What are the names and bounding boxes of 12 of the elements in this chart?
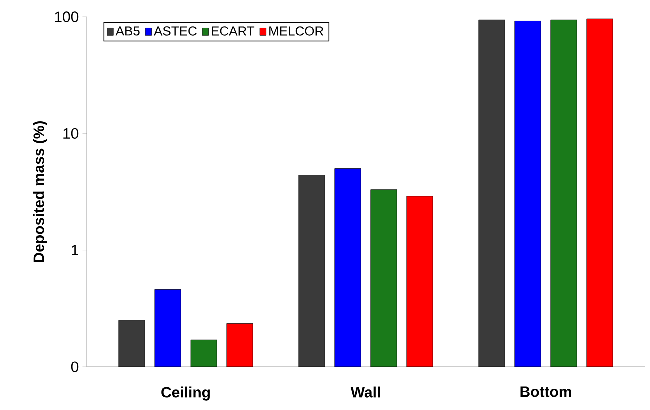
y-tick-label: 1 bbox=[72, 245, 78, 256]
y-tick-label: 100 bbox=[55, 12, 79, 22]
x-tick-label: Ceiling bbox=[162, 386, 210, 401]
legend-label: AB5 bbox=[116, 26, 140, 36]
y-tick-label: 0 bbox=[71, 362, 79, 372]
x-tick-label: Bottom bbox=[520, 386, 572, 398]
legend-label: ECART bbox=[212, 26, 255, 36]
legend-label: MELCOR bbox=[270, 26, 324, 36]
y-axis-title: Deposited mass (%) bbox=[33, 122, 48, 262]
legend-label: ASTEC bbox=[154, 26, 197, 36]
x-tick-label: Wall bbox=[350, 386, 380, 398]
y-tick-label: 10 bbox=[64, 128, 79, 139]
